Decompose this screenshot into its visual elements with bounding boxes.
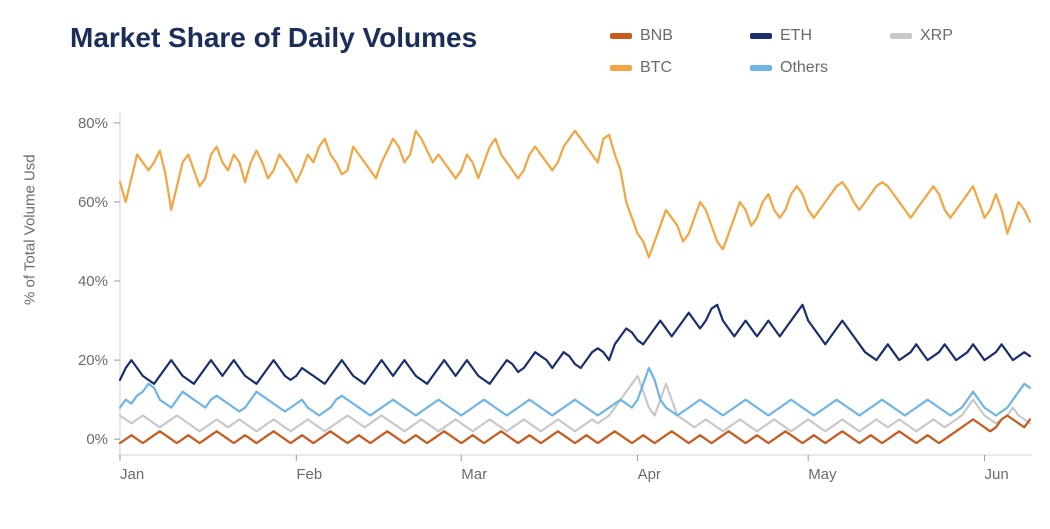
series-line-eth — [120, 305, 1030, 384]
legend-label-xrp: XRP — [920, 27, 953, 45]
plot-svg: 0% 20% 40% 60% 80% Jan Feb Mar Apr May Jun — [0, 95, 1050, 515]
svg-text:80%: 80% — [78, 115, 108, 132]
series-line-others — [120, 368, 1030, 416]
svg-text:60%: 60% — [78, 194, 108, 211]
legend-item-xrp[interactable]: XRP — [890, 22, 1020, 50]
legend-item-others[interactable]: Others — [750, 54, 880, 82]
series-line-bnb — [120, 416, 1030, 444]
legend-swatch-btc — [610, 65, 632, 71]
svg-text:0%: 0% — [86, 431, 108, 448]
series-line-btc — [120, 131, 1030, 257]
svg-text:Jan: Jan — [120, 466, 144, 483]
legend-item-btc[interactable]: BTC — [610, 54, 740, 82]
legend-swatch-others — [750, 65, 772, 71]
legend-swatch-bnb — [610, 33, 632, 39]
svg-text:Jun: Jun — [985, 466, 1009, 483]
legend-item-eth[interactable]: ETH — [750, 22, 880, 50]
svg-text:Mar: Mar — [461, 466, 487, 483]
legend-label-bnb: BNB — [640, 27, 673, 45]
legend-swatch-xrp — [890, 33, 912, 39]
svg-text:40%: 40% — [78, 273, 108, 290]
legend: BNB ETH XRP BTC Others — [610, 22, 1020, 82]
svg-text:20%: 20% — [78, 352, 108, 369]
legend-item-bnb[interactable]: BNB — [610, 22, 740, 50]
chart-container: Market Share of Daily Volumes BNB ETH XR… — [0, 0, 1050, 529]
chart-plot-area: % of Total Volume Usd 0%20%40%60%80%JanF… — [0, 95, 1050, 515]
svg-text:Apr: Apr — [638, 466, 661, 483]
svg-text:Feb: Feb — [296, 466, 322, 483]
legend-swatch-eth — [750, 33, 772, 39]
legend-label-eth: ETH — [780, 27, 812, 45]
chart-title: Market Share of Daily Volumes — [70, 22, 477, 54]
legend-label-others: Others — [780, 59, 828, 77]
legend-label-btc: BTC — [640, 59, 672, 77]
svg-text:May: May — [808, 466, 837, 483]
chart-header: Market Share of Daily Volumes BNB ETH XR… — [0, 10, 1050, 90]
